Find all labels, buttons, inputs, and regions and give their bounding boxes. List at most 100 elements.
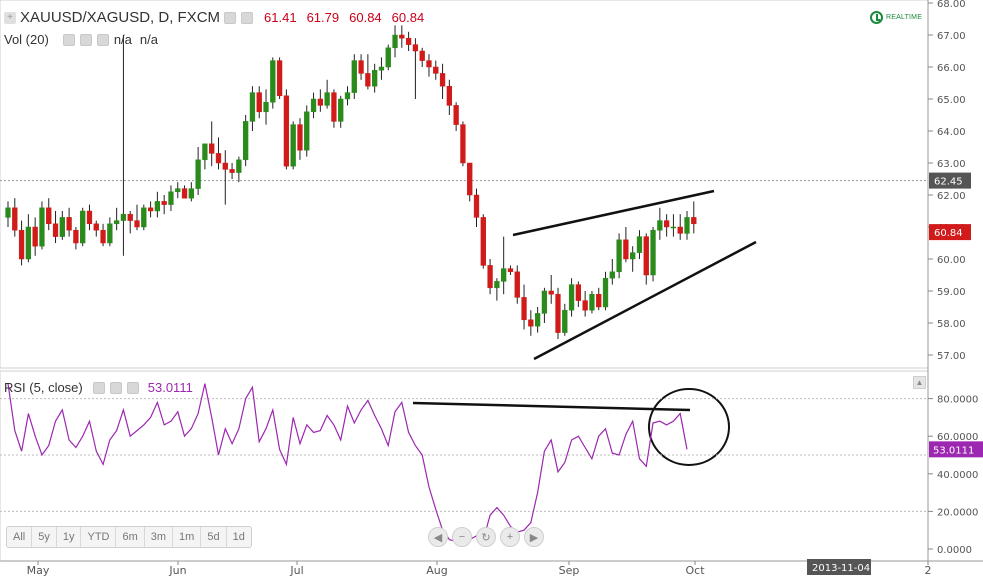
eye-icon[interactable] — [224, 11, 237, 24]
symbol-title: XAUUSD/XAGUSD, D, FXCM — [20, 9, 221, 26]
candle — [562, 303, 568, 336]
candle — [453, 102, 459, 131]
trendlines — [412, 189, 757, 466]
candle — [113, 207, 120, 231]
rsi-trendline — [412, 401, 691, 412]
candle — [534, 307, 541, 333]
time-tick-label: Aug — [426, 564, 447, 577]
candle — [86, 204, 93, 231]
candle — [344, 86, 351, 106]
candle — [494, 278, 500, 301]
range-5y-button[interactable]: 5y — [32, 527, 57, 547]
price-tick-label: 60.00 — [937, 255, 966, 266]
candle — [310, 92, 317, 119]
realtime-badge: REALTIME — [870, 11, 922, 24]
legend-plus-icon[interactable]: + — [4, 11, 16, 24]
candle — [324, 79, 330, 109]
time-tick-label: Jul — [289, 564, 303, 577]
candle — [392, 25, 398, 58]
collapse-pane-icon[interactable]: ▲ — [913, 376, 926, 389]
chevron-right-icon[interactable]: ▶ — [524, 527, 544, 547]
volume-label: Vol (20) — [4, 32, 49, 47]
price-pane[interactable] — [0, 0, 929, 369]
candle — [528, 310, 534, 336]
range-1m-button[interactable]: 1m — [173, 527, 202, 547]
candle — [623, 227, 629, 263]
candle — [249, 86, 256, 131]
candle — [412, 38, 419, 99]
candle — [643, 233, 649, 285]
rsi-settings-icon[interactable] — [109, 381, 122, 394]
candle — [372, 63, 378, 93]
candle — [358, 54, 364, 80]
time-tick-label: Sep — [559, 564, 580, 577]
range-ytd-button[interactable]: YTD — [81, 527, 117, 547]
candle — [480, 214, 486, 269]
candle — [304, 105, 310, 157]
rsi-label-text: RSI (5, close) — [4, 380, 83, 395]
chevron-left-icon[interactable]: ◀ — [428, 527, 448, 547]
candle — [243, 115, 249, 167]
settings-icon[interactable] — [241, 11, 254, 24]
price-tick-label: 63.00 — [937, 159, 966, 170]
candle — [575, 281, 582, 307]
range-all-button[interactable]: All — [7, 527, 33, 547]
candle — [66, 207, 72, 237]
candle — [351, 54, 357, 99]
candle — [460, 121, 466, 167]
price-tick-label: 62.00 — [937, 191, 966, 202]
candle — [657, 207, 663, 240]
volume-value-1: n/a — [113, 32, 132, 47]
zoom-out-icon[interactable]: − — [452, 527, 472, 547]
vol-close-icon[interactable] — [96, 33, 109, 46]
candle — [215, 137, 222, 170]
candle — [609, 259, 615, 285]
vol-eye-icon[interactable] — [62, 33, 75, 46]
range-1y-button[interactable]: 1y — [57, 527, 82, 547]
symbol-legend: + XAUUSD/XAGUSD, D, FXCM 61.41 61.79 60.… — [4, 9, 424, 26]
candle — [399, 25, 405, 48]
candle — [18, 220, 25, 266]
zoom-in-icon[interactable]: + — [500, 527, 520, 547]
candle — [684, 211, 690, 240]
time-tick-label: Jun — [168, 564, 186, 577]
candle — [202, 143, 208, 170]
candle — [263, 89, 269, 125]
candlestick-series — [5, 25, 697, 339]
candle — [501, 236, 507, 295]
rsi-close-icon[interactable] — [126, 381, 139, 394]
rsi-highlight-circle — [648, 388, 730, 466]
rsi-line — [7, 383, 688, 543]
rsi-eye-icon[interactable] — [92, 381, 105, 394]
rsi-last-text: 53.0111 — [933, 445, 974, 456]
candle — [46, 198, 52, 231]
last-price-badge — [929, 224, 971, 241]
reset-icon[interactable]: ↻ — [476, 527, 496, 547]
rsi-tick-label: 60.0000 — [937, 432, 978, 443]
candle — [39, 201, 45, 250]
candle — [229, 163, 235, 179]
candle — [636, 230, 643, 259]
range-1d-button[interactable]: 1d — [232, 531, 245, 543]
range-6m-button[interactable]: 6m — [116, 527, 145, 547]
candle — [670, 214, 677, 237]
candle — [691, 201, 697, 234]
candle — [100, 223, 106, 247]
candle — [378, 57, 385, 80]
rsi-axis: 0.0000 20.0000 40.0000 60.0000 80.0000 — [928, 395, 978, 556]
candle — [467, 162, 473, 202]
candle — [582, 291, 588, 317]
rsi-value: 53.0111 — [147, 380, 193, 395]
candle — [663, 214, 670, 237]
candle — [589, 291, 595, 314]
vol-settings-icon[interactable] — [79, 33, 92, 46]
candle — [630, 246, 636, 272]
rsi-gridlines — [0, 398, 928, 512]
volume-value-2: n/a — [139, 32, 158, 47]
candle — [276, 57, 283, 99]
range-5d-button[interactable]: 5d — [201, 527, 227, 547]
range-3m-button[interactable]: 3m — [145, 527, 174, 547]
candle — [222, 150, 228, 205]
price-tick-label: 65.00 — [937, 95, 966, 106]
